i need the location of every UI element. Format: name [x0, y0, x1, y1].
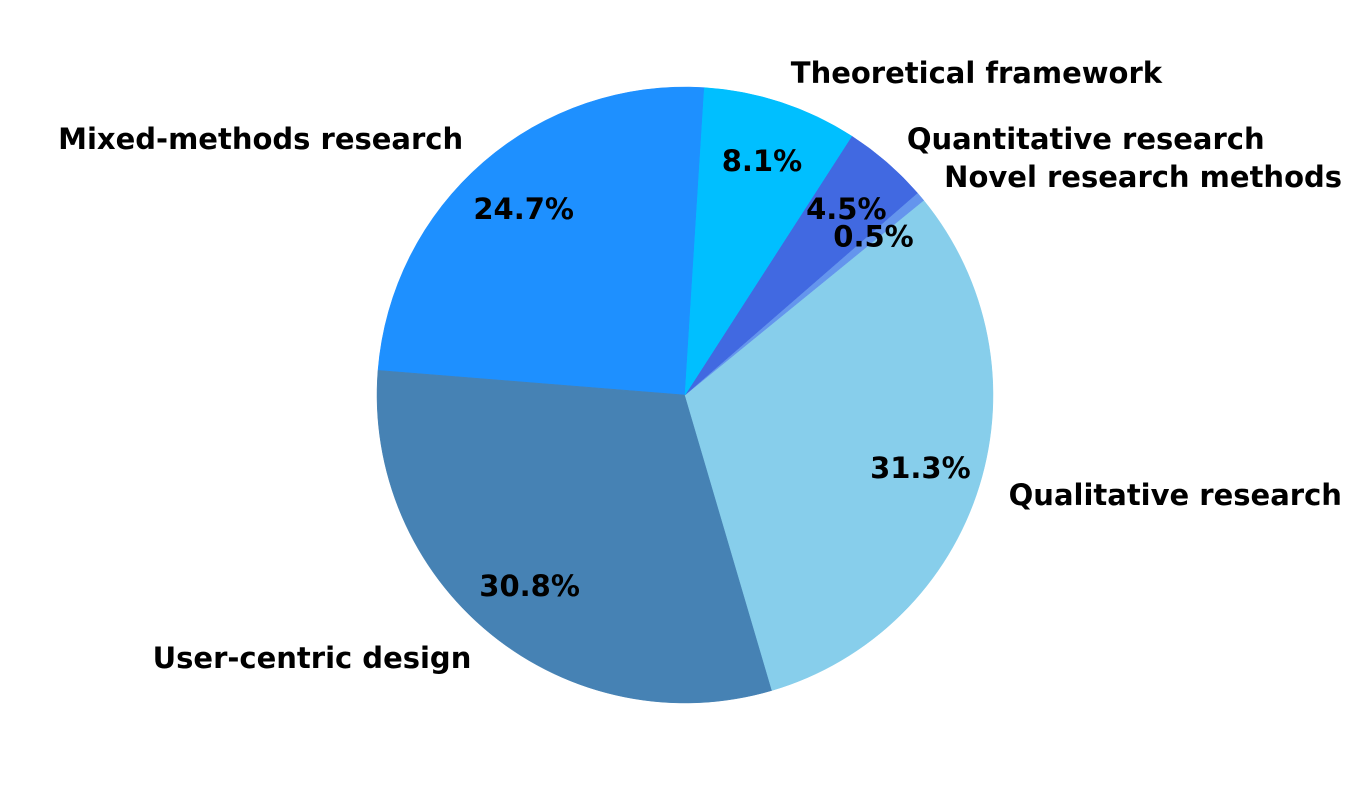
- slice-percentage-label: 0.5%: [833, 219, 913, 253]
- slice-percentage-label: 4.5%: [806, 192, 886, 226]
- slice-category-label: Theoretical framework: [791, 56, 1163, 90]
- slice-category-label: Novel research methods: [944, 160, 1342, 194]
- slice-category-label: Qualitative research: [1009, 478, 1342, 512]
- slice-category-label: User-centric design: [153, 641, 472, 675]
- percentage-labels: 24.7% 30.8% 31.3% 0.5%4.5%8.1%: [473, 144, 970, 603]
- slice-percentage-label: 8.1%: [722, 144, 802, 178]
- slice-percentage-label: 31.3%: [870, 451, 971, 485]
- slice-percentage-label: 30.8%: [479, 569, 580, 603]
- pie-slice: [684, 200, 994, 691]
- pie-slice: [684, 87, 853, 396]
- pie-slice: [376, 370, 773, 704]
- slice-category-label: Mixed-methods research: [58, 122, 463, 156]
- category-labels: Mixed-methods research User-centric desig…: [58, 56, 1342, 675]
- slice-percentage-label: 24.7%: [473, 192, 574, 226]
- pie-slices: [376, 86, 994, 704]
- pie-slice: [377, 86, 705, 396]
- slice-category-label: Quantitative research: [907, 122, 1265, 156]
